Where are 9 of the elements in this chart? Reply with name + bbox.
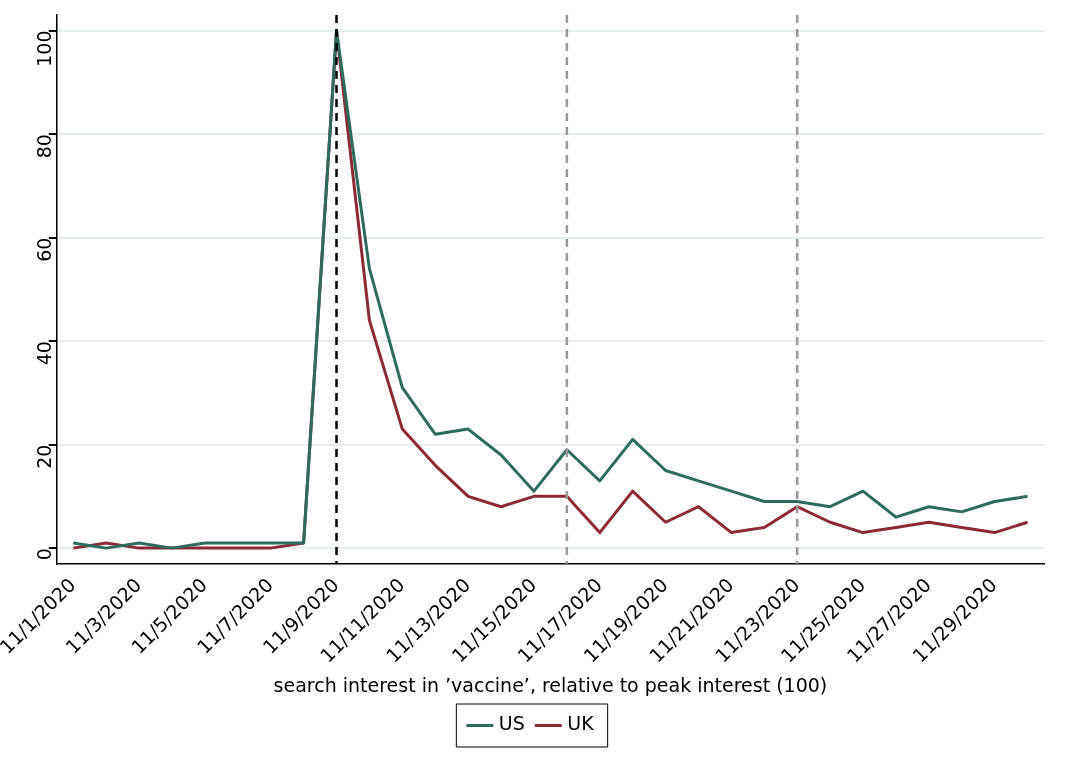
legend-label: UK [567,712,595,735]
y-tick-label: 80 [32,134,55,159]
y-tick-label: 60 [32,237,55,262]
y-tick-label: 40 [32,341,55,366]
x-axis-title: search interest in ’vaccine’, relative to peak interest (100) [273,673,828,696]
y-tick-label: 100 [32,30,55,67]
y-tick-label: 20 [32,444,55,469]
legend-label: US [498,712,525,735]
y-tick-label: 0 [32,548,55,561]
